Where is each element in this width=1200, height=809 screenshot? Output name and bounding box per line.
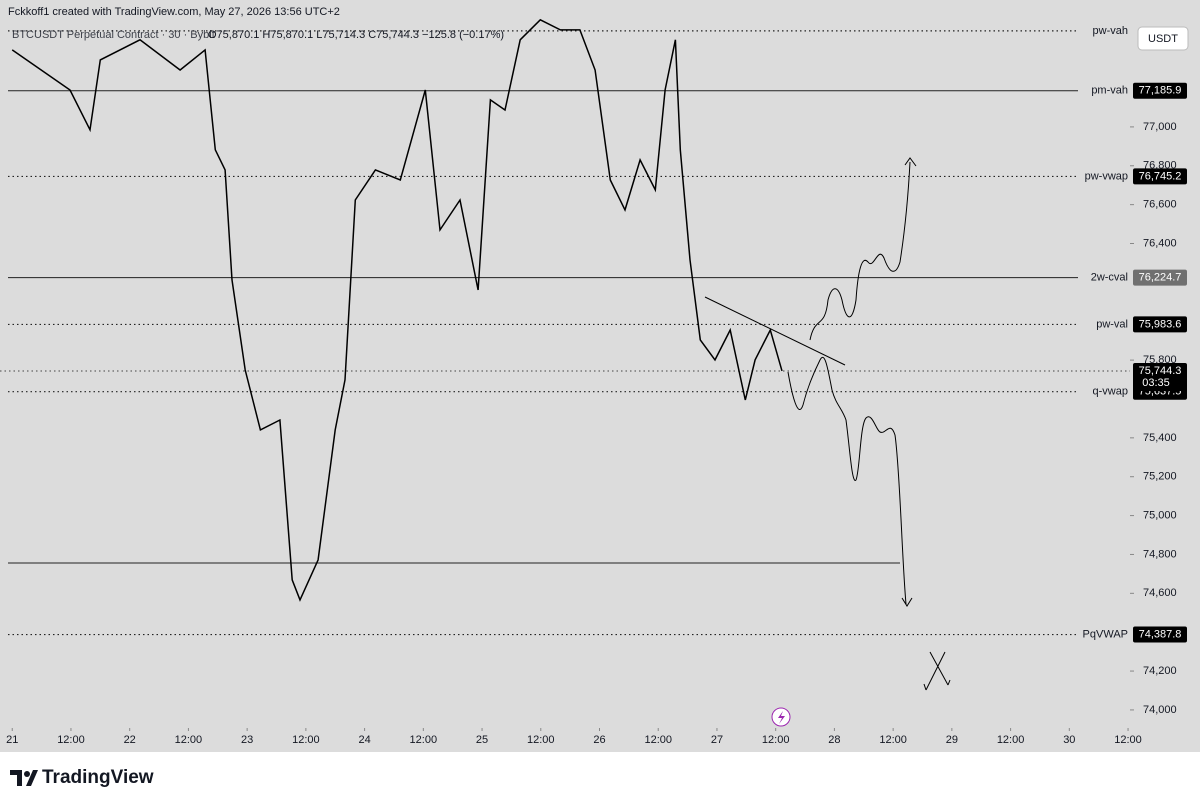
x-tick-label: 12:00 [1114,734,1142,746]
x-tick-label: 26 [593,734,605,746]
x-tick-label: 12:00 [527,734,555,746]
price-label: 74,387.8 [1139,628,1182,640]
x-tick-label: 12:00 [879,734,907,746]
y-tick-label: 76,600 [1143,199,1177,211]
price-box [1133,269,1187,286]
y-tick-label: 74,200 [1143,665,1177,677]
logo-dot [24,771,30,777]
level-name: pw-val [1096,318,1128,330]
arrow-head [904,157,917,167]
arrow-head [901,597,913,607]
currency-button[interactable] [1137,26,1189,51]
x-tick-label: 12:00 [292,734,320,746]
ohlc: O75,870.1 H75,870.1 L75,714.3 C75,744.3 … [208,29,504,41]
price-label: 76,224.7 [1139,271,1182,283]
logo-mark [10,770,38,786]
projection-down [787,357,907,605]
price-box [1133,626,1187,643]
x-tick-label: 22 [124,734,136,746]
price-line [11,18,783,602]
level-name: pm-vah [1091,85,1128,97]
plot-background [0,0,1130,728]
drawings [704,157,951,691]
credit: Fckkoff1 created with TradingView.com, M… [8,6,340,18]
level-name: pw-vah [1093,25,1128,37]
grid [11,126,1134,731]
x-tick-label: 28 [828,734,840,746]
price-box [1133,168,1187,185]
y-tick-label: 75,400 [1143,432,1177,444]
countdown: 03:35 [1142,377,1170,389]
x-tick-label: 12:00 [175,734,203,746]
x-tick-label: 12:00 [644,734,672,746]
level-name: PqVWAP [1083,628,1128,640]
symbol: BTCUSDT Perpetual Contract · 30 · Bybit [12,29,215,41]
price-box [1133,316,1187,333]
price-label: 77,185.9 [1139,85,1182,97]
x-tick-label: 24 [358,734,370,746]
x-tick-label: 12:00 [57,734,85,746]
price-box [1133,82,1187,99]
level-name: 2w-cval [1091,271,1128,283]
series [11,18,783,602]
y-tick-label: 76,400 [1143,237,1177,249]
axes: 74,000 74,200 74,600 74,800 75,000 75,200 75,4… [6,121,1177,746]
x-tick-label: 29 [946,734,958,746]
levels: pw-vah pm-vah 77,185.9 pw-vwap 76,745.2 2w-cv… [0,25,1187,643]
last-price-label: 75,744.3 [1139,365,1182,377]
projection-up [809,161,911,341]
x-tick-label: 12:00 [762,734,790,746]
x-tick-label: 30 [1063,734,1075,746]
y-tick-label: 76,800 [1143,160,1177,172]
x-tick-label: 25 [476,734,488,746]
y-tick-label: 74,800 [1143,548,1177,560]
alert-bolt [778,711,785,724]
time-axis-background [0,728,1130,752]
level-name: q-vwap [1093,386,1128,398]
price-label: 75,983.6 [1139,318,1182,330]
trend-line [704,296,846,366]
brand: TradingView [42,767,154,788]
y-tick-label: 75,800 [1143,354,1177,366]
level-name: pw-vwap [1085,170,1128,182]
x-tick-label: 27 [711,734,723,746]
price-label: 76,745.2 [1139,170,1182,182]
x-tick-label: 12:00 [997,734,1025,746]
y-tick-label: 77,000 [1143,121,1177,133]
y-tick-label: 74,000 [1143,704,1177,716]
x-tick-label: 21 [6,734,18,746]
logo [10,770,38,786]
y-tick-label: 75,200 [1143,471,1177,483]
x-tick-label: 12:00 [410,734,438,746]
last-price-box [1133,362,1187,391]
y-tick-label: 74,600 [1143,587,1177,599]
y-tick-label: 75,000 [1143,509,1177,521]
x-tick-label: 23 [241,734,253,746]
currency[interactable]: USDT [1148,33,1178,45]
cross-mark [923,651,951,691]
